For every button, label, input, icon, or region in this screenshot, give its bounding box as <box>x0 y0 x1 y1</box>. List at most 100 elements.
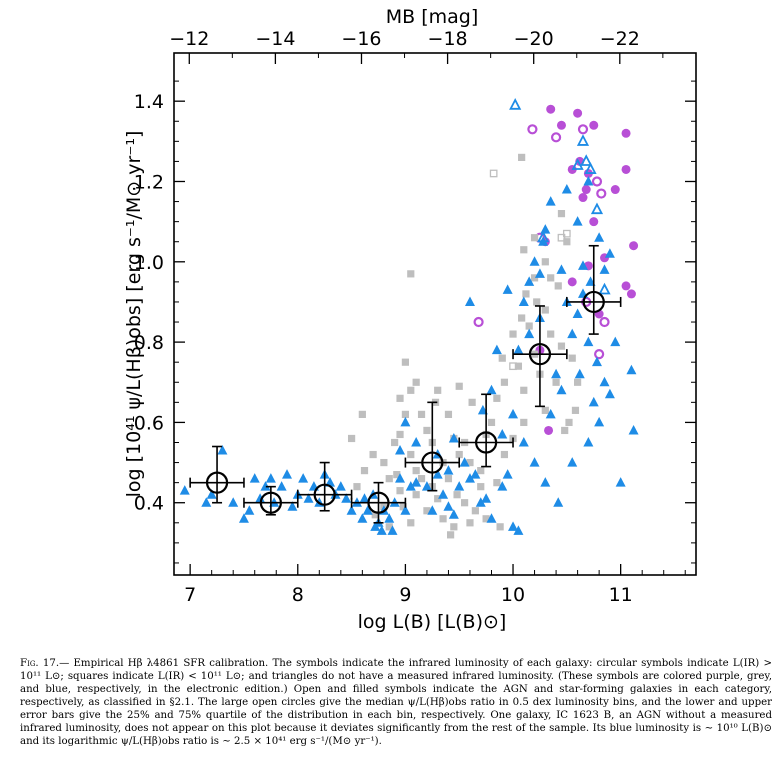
grey-filled-square-point <box>371 511 379 519</box>
blue-filled-triangle-point <box>475 497 486 507</box>
y-axis-title: log [10⁴¹ ψ/L(Hβ)obs] [erg s⁻¹/M⊙ yr⁻¹] <box>123 131 145 498</box>
blue-filled-triangle-point <box>238 513 249 523</box>
blue-filled-triangle-point <box>255 493 266 503</box>
blue-filled-triangle-point <box>628 424 639 435</box>
median-point <box>421 451 444 474</box>
grey-filled-square-point <box>417 410 426 418</box>
blue-filled-triangle-point <box>540 477 551 487</box>
grey-filled-square-point <box>568 354 576 362</box>
blue-filled-triangle-point <box>486 384 497 395</box>
top-tick-label: −12 <box>169 28 209 50</box>
grey-filled-square-point <box>533 298 541 306</box>
blue-filled-triangle-point <box>591 356 602 367</box>
grey-filled-square-point <box>509 330 517 338</box>
blue-filled-triangle-point <box>497 428 508 439</box>
grey-filled-square-point <box>347 434 356 443</box>
blue-filled-triangle-point <box>553 497 564 507</box>
caption-text: Empirical Hβ λ4861 SFR calibration. The … <box>20 658 772 747</box>
grey-filled-square-point <box>561 426 569 435</box>
grey-filled-square-point <box>471 507 479 515</box>
grey-filled-square-point <box>396 430 404 439</box>
grey-filled-square-point <box>434 386 442 394</box>
grey-filled-square-point <box>407 519 415 527</box>
blue-filled-triangle-point <box>411 436 422 447</box>
blue-filled-triangle-point <box>443 465 454 475</box>
grey-filled-square-point <box>444 475 453 483</box>
grey-filled-square-point <box>401 410 410 418</box>
median-bin <box>350 481 407 524</box>
blue-filled-triangle-point <box>443 501 454 511</box>
grey-filled-square-point <box>455 450 463 459</box>
purple-filled-circle-point <box>544 425 554 435</box>
top-tick-label: −16 <box>341 28 381 50</box>
y-tick-label: 1.0 <box>134 252 164 274</box>
blue-filled-triangle-point <box>249 473 260 483</box>
purple-filled-circle-point <box>581 185 591 195</box>
blue-filled-triangle-point <box>276 481 287 491</box>
purple-filled-circle-point <box>626 289 636 299</box>
purple-filled-circle-point <box>567 277 577 287</box>
blue-filled-triangle-point <box>228 497 239 507</box>
blue-filled-triangle-point <box>341 493 352 503</box>
grey-filled-square-point <box>396 487 404 495</box>
blue-filled-triangle-point <box>491 344 502 355</box>
blue-filled-triangle-point <box>459 457 470 467</box>
grey-filled-square-point <box>522 290 530 298</box>
blue-filled-triangle-point <box>604 388 615 399</box>
grey-filled-square-point <box>412 378 420 386</box>
blue-filled-triangle-point <box>405 481 416 491</box>
median-point <box>582 290 605 314</box>
grey-filled-square-point <box>520 386 528 394</box>
median-point <box>205 471 229 494</box>
grey-filled-square-point <box>407 386 415 394</box>
purple-filled-circle-point <box>573 108 583 118</box>
blue-filled-triangle-point <box>610 336 621 347</box>
blue-filled-triangle-point <box>572 216 583 226</box>
grey-filled-square-point <box>520 246 528 254</box>
grey-open-square-point <box>509 362 517 371</box>
blue-open-triangle-point <box>584 162 597 174</box>
grey-filled-square-point <box>358 410 366 418</box>
grey-filled-square-point <box>520 418 528 427</box>
purple-open-circle-point <box>599 316 610 328</box>
blue-filled-triangle-point <box>411 477 422 487</box>
blue-filled-triangle-point <box>604 248 615 258</box>
grey-open-square-point <box>557 233 566 242</box>
purple-open-circle-point <box>550 132 562 143</box>
grey-filled-square-point <box>468 398 476 406</box>
purple-filled-circle-point <box>578 193 588 203</box>
blue-filled-triangle-point <box>567 457 578 467</box>
purple-filled-circle-point <box>621 128 631 138</box>
grey-filled-square-point <box>466 458 474 467</box>
sfr-calibration-chart: 7 8 9 10 11 0.4 0.6 0.8 1.0 1.2 1.4 −12 −14 −16 −18 −20… <box>123 6 697 633</box>
grey-filled-square-point <box>407 450 415 459</box>
blue-filled-triangle-point <box>427 505 438 515</box>
blue-filled-triangle-point <box>513 344 524 355</box>
blue-open-triangle-point <box>571 158 584 170</box>
grey-filled-square-point <box>525 322 533 330</box>
purple-open-circle-point <box>594 349 605 360</box>
grey-filled-square-point <box>547 330 555 338</box>
grey-filled-square-point <box>514 362 523 370</box>
blue-filled-triangle-point <box>421 481 432 491</box>
y-tick-label: 0.8 <box>134 332 164 354</box>
x-axis-title: log L(B) [L(B)⊙] <box>358 611 507 633</box>
top-tick-label: −18 <box>428 28 468 50</box>
grey-filled-square-point <box>399 503 407 511</box>
blue-filled-triangle-point <box>545 196 556 206</box>
x-tick-label: 8 <box>292 584 304 606</box>
blue-filled-triangle-point <box>298 473 309 483</box>
grey-filled-square-point <box>498 354 506 362</box>
blue-filled-triangle-point <box>599 376 610 387</box>
blue-filled-triangle-point <box>265 473 276 483</box>
purple-filled-circle-point <box>629 241 639 251</box>
grey-filled-square-point <box>518 153 526 161</box>
blue-filled-triangle-point <box>470 469 481 479</box>
grey-filled-square-point <box>444 410 453 418</box>
blue-filled-triangle-point <box>448 509 459 519</box>
median-bin <box>404 401 461 492</box>
purple-open-circle-point <box>577 124 589 135</box>
blue-filled-triangle-point <box>359 493 370 503</box>
blue-filled-triangle-point <box>594 416 605 427</box>
blue-filled-triangle-point <box>395 445 406 455</box>
